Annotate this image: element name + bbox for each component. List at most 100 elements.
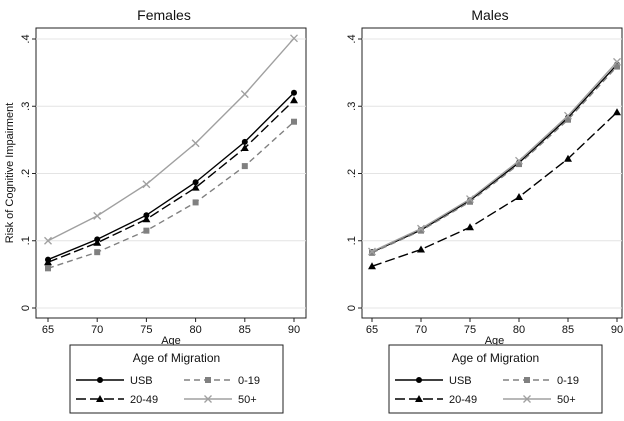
x-tick-label: 65 [42,324,54,336]
legend-marker-0-19 [524,377,530,383]
x-tick-label: 90 [288,324,300,336]
data-point-50--stroke-b [290,34,298,43]
data-point-0-19 [241,163,248,170]
x-tick-label: 80 [189,324,201,336]
y-tick-label: .1 [20,236,32,245]
chart-title: Males [471,7,508,23]
data-point-50--stroke-b [466,195,474,204]
data-point-20-49 [142,215,151,223]
data-point-50--stroke-b [613,57,621,66]
data-point-0-19 [418,227,424,234]
y-tick-label: 0 [346,305,358,311]
data-point-20-49 [417,245,425,253]
data-point-usb [291,89,297,96]
legend-marker-usb [416,377,422,383]
series-line-0-19 [371,66,618,254]
series-line-20-49 [371,111,618,267]
data-point-50- [290,34,298,43]
y-tick-label: .3 [20,102,32,111]
data-point-50--stroke-b [368,247,376,256]
x-tick-label: 85 [562,324,574,336]
y-tick-label: .4 [20,34,32,43]
x-tick-label: 80 [513,324,525,336]
legend-label-usb: USB [449,375,472,387]
legend-box [388,344,603,414]
data-point-50- [466,195,474,204]
x-tick-label: 75 [140,324,152,336]
y-tick-label: .2 [346,169,358,178]
data-point-50--stroke-b [564,111,572,120]
data-point-50--stroke-b [191,139,200,148]
data-point-usb [192,179,199,186]
data-point-20-49 [466,223,474,231]
legend-title: Age of Migration [452,351,539,365]
data-point-usb [241,138,248,145]
data-point-20-49 [290,96,298,104]
legend-marker-20-49 [415,395,423,402]
series-line-50- [47,37,295,242]
legend-marker-50--stroke-b [204,395,212,403]
legend-marker-20-49 [96,395,104,402]
data-point-50- [142,180,151,189]
legend-title: Age of Migration [133,351,220,365]
data-point-50- [564,111,572,120]
x-tick-label: 85 [239,324,251,336]
legend-marker-50- [204,395,212,403]
data-point-50- [44,236,52,245]
legend-label-50-: 50+ [238,394,257,406]
data-point-0-19 [45,265,51,272]
data-point-50--stroke-b [417,224,425,233]
data-point-50--stroke-b [515,156,523,165]
series-line-usb [47,92,295,261]
data-point-50--stroke-b [240,90,249,99]
legend-label-0-19: 0-19 [557,375,579,387]
y-tick-label: 0 [20,305,32,311]
data-point-20-49 [368,262,376,270]
y-tick-label: .4 [346,34,358,43]
data-point-usb [143,212,150,219]
panel-0: Females 0 .1 .2 .3 .4 65 70 75 80 85 90 Age Risk of C… [4,7,307,414]
legend: Age of Migration USB 0-19 20-49 50+ [69,344,284,414]
x-tick-label: 70 [415,324,427,336]
x-tick-label: 65 [366,324,378,336]
panel-1: Males 0 .1 .2 .3 .4 65 70 75 80 85 90 Age Age of Migr… [346,7,623,414]
legend-box [69,344,284,414]
data-point-0-19 [143,227,150,234]
data-point-50--stroke-b [142,180,151,189]
x-tick-label: 70 [91,324,103,336]
y-tick-label: .2 [20,169,32,178]
data-point-0-19 [516,161,522,168]
data-point-0-19 [614,63,620,70]
legend-label-20-49: 20-49 [449,394,477,406]
data-point-0-19 [291,118,297,125]
data-point-50- [515,156,523,165]
x-tick-label: 90 [611,324,623,336]
legend-label-20-49: 20-49 [130,394,158,406]
data-point-50- [240,90,249,99]
data-point-20-49 [240,143,249,151]
data-point-20-49 [44,258,52,266]
data-point-20-49 [564,154,572,162]
data-point-0-19 [192,199,199,206]
y-tick-label: .1 [346,236,358,245]
x-tick-label: 75 [464,324,476,336]
legend-marker-usb [97,377,103,383]
x-axis-label: Age [485,335,505,347]
data-point-0-19 [369,249,375,256]
data-point-0-19 [94,249,101,256]
data-point-20-49 [93,238,102,246]
legend-marker-50--stroke-b [523,395,531,403]
legend-marker-50- [523,395,531,403]
series-line-0-19 [47,121,295,269]
y-tick-label: .3 [346,102,358,111]
data-point-50- [417,224,425,233]
chart-title: Females [137,7,191,23]
data-point-20-49 [613,108,621,116]
legend-label-50-: 50+ [557,394,576,406]
legend-label-usb: USB [130,375,153,387]
x-axis-label: Age [161,335,181,347]
data-point-50- [93,211,102,220]
legend-marker-0-19 [205,377,211,383]
